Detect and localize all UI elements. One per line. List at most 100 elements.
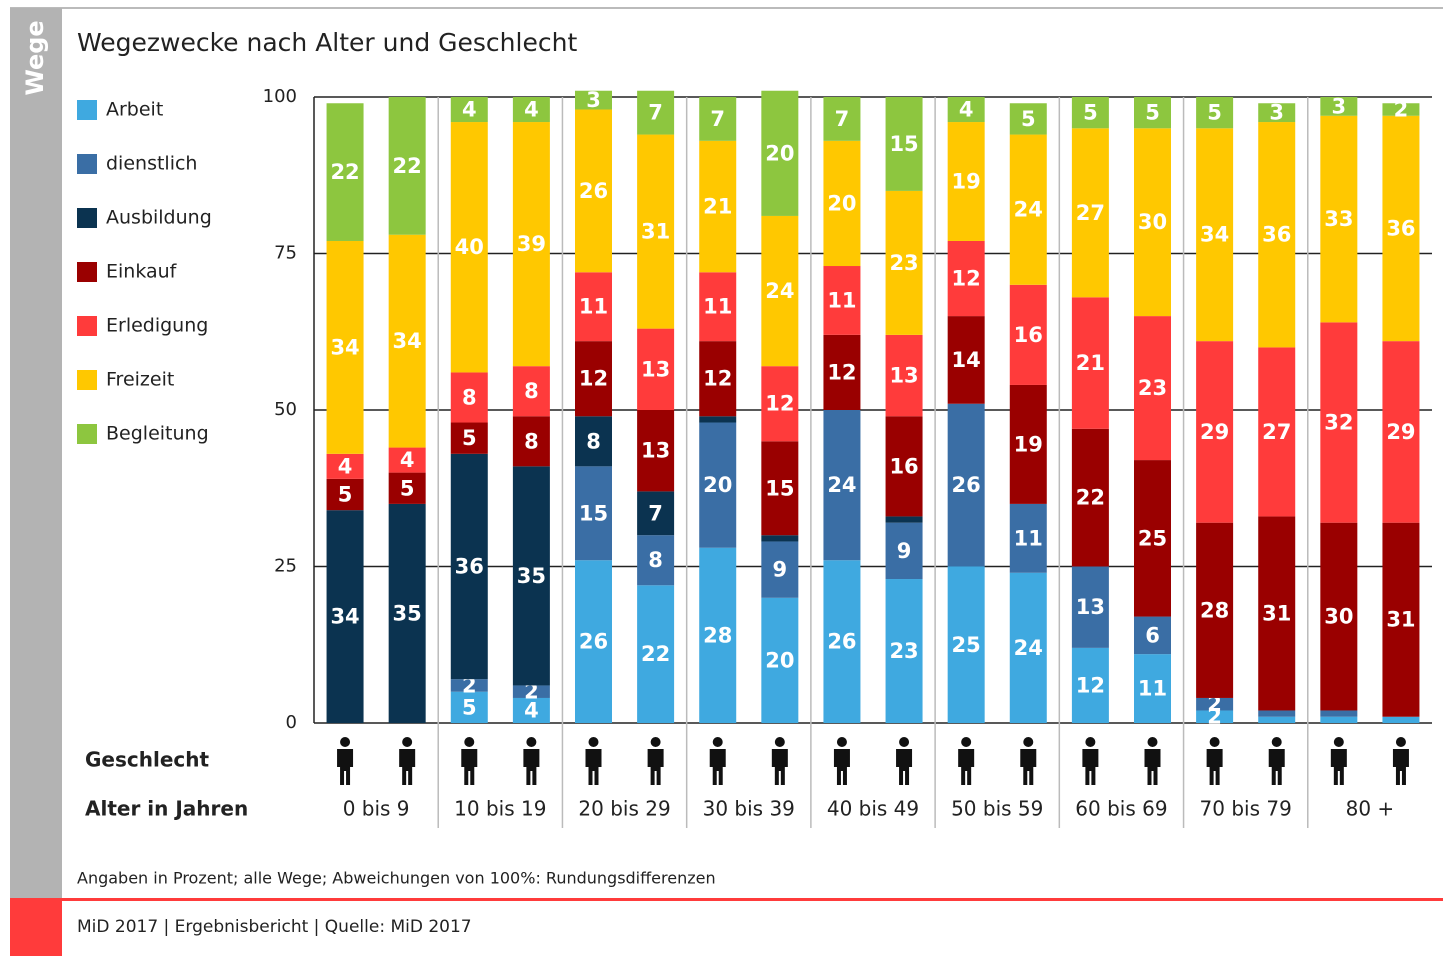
bar-segment [1382,341,1420,523]
bar-segment [1009,572,1047,723]
y-tick-label: 75 [274,243,297,264]
value-label: 31 [1386,608,1415,632]
bar-segment [885,416,923,517]
bar-segment [1320,97,1358,116]
value-label: 30 [1324,605,1353,629]
value-label: 5 [462,426,477,450]
bar-segment [637,90,675,135]
person-icon [523,749,540,785]
person-icon [650,737,661,747]
bar-segment [699,272,737,342]
value-label: 35 [517,564,546,588]
person-icon [399,749,416,785]
value-label: 5 [338,483,353,507]
value-label: 22 [330,160,359,184]
footer-rule [10,898,1443,901]
legend-swatch [77,370,97,390]
bar-segment [637,535,675,586]
value-label: 31 [1262,601,1291,625]
legend-swatch [77,154,97,174]
value-label: 23 [889,639,918,663]
value-label: 5 [1021,107,1036,131]
value-label: 9 [773,558,788,582]
bar-segment [1071,97,1109,129]
value-label: 2 [524,680,539,704]
age-row-label: Alter in Jahren [85,797,248,821]
bar-segment [1134,616,1171,655]
person-icon [1206,749,1223,785]
bar-segment [1382,115,1420,342]
bar-segment [1196,341,1234,523]
bar-segment [450,422,488,454]
value-label: 28 [1200,598,1229,622]
value-label: 4 [462,98,477,122]
bar-segment [1258,716,1296,723]
value-label: 4 [338,454,353,478]
bar-segment [699,547,737,723]
value-label: 34 [393,329,422,353]
bar-segment [512,466,550,686]
value-label: 25 [1138,526,1167,550]
person-icon [588,737,599,747]
bar-segment [1009,284,1047,385]
y-tick-label: 0 [286,712,297,733]
bar-segment [1134,316,1171,461]
value-label: 12 [765,392,794,416]
bar-segment [1134,460,1171,617]
bar-segment [637,491,675,536]
bar-segment [1009,503,1047,573]
side-strip [10,8,62,898]
value-label: 12 [579,367,608,391]
value-label: 20 [703,473,732,497]
bar-segment [1258,122,1296,348]
value-label: 33 [1324,207,1353,231]
person-icon [961,737,972,747]
value-label: 19 [952,170,981,194]
person-icon [1333,737,1344,747]
sex-row-label: Geschlecht [85,748,209,772]
bar-segment [1071,566,1109,648]
bar-segment [1258,516,1296,711]
group-label: 0 bis 9 [343,797,410,821]
value-label: 8 [462,385,477,409]
value-label: 23 [1138,376,1167,400]
legend-swatch [77,208,97,228]
bar-segment [575,560,612,723]
value-label: 2 [1394,98,1409,122]
side-label: Wege [21,20,49,95]
bar-segment [326,478,364,511]
legend-label: Ausbildung [106,207,212,229]
person-icon [402,737,413,747]
legend-label: Begleitung [106,423,209,445]
footer: MiD 2017 | Ergebnisbericht | Quelle: MiD… [77,917,472,937]
legend-label: Freizeit [106,369,174,391]
group-label: 70 bis 79 [1200,797,1292,821]
bar-segment [1196,522,1234,698]
value-label: 19 [1014,432,1043,456]
value-label: 15 [889,132,918,156]
value-label: 34 [330,605,359,629]
legend-label: Erledigung [106,315,208,337]
person-icon [337,749,354,785]
bar-segment [575,341,612,417]
legend-swatch [77,262,97,282]
bar-segment [761,441,799,536]
group-label: 20 bis 29 [578,797,670,821]
bar-segment [1320,710,1358,717]
bar-segment [450,97,488,123]
bar-segment [1196,128,1234,342]
bar-segment [699,341,737,417]
bar-segment [388,447,426,473]
bar-segment [1134,128,1171,317]
y-tick-label: 100 [263,86,297,107]
value-label: 3 [586,88,601,112]
legend-label: dienstlich [106,153,197,175]
bar-segment [450,453,488,680]
bar-segment [947,122,985,241]
bar-segment [637,134,675,329]
chart-title: Wegezwecke nach Alter und Geschlecht [77,28,577,57]
bar-segment [823,97,861,141]
value-label: 40 [455,235,484,259]
bar-segment [761,597,799,723]
bar-segment [761,366,799,442]
